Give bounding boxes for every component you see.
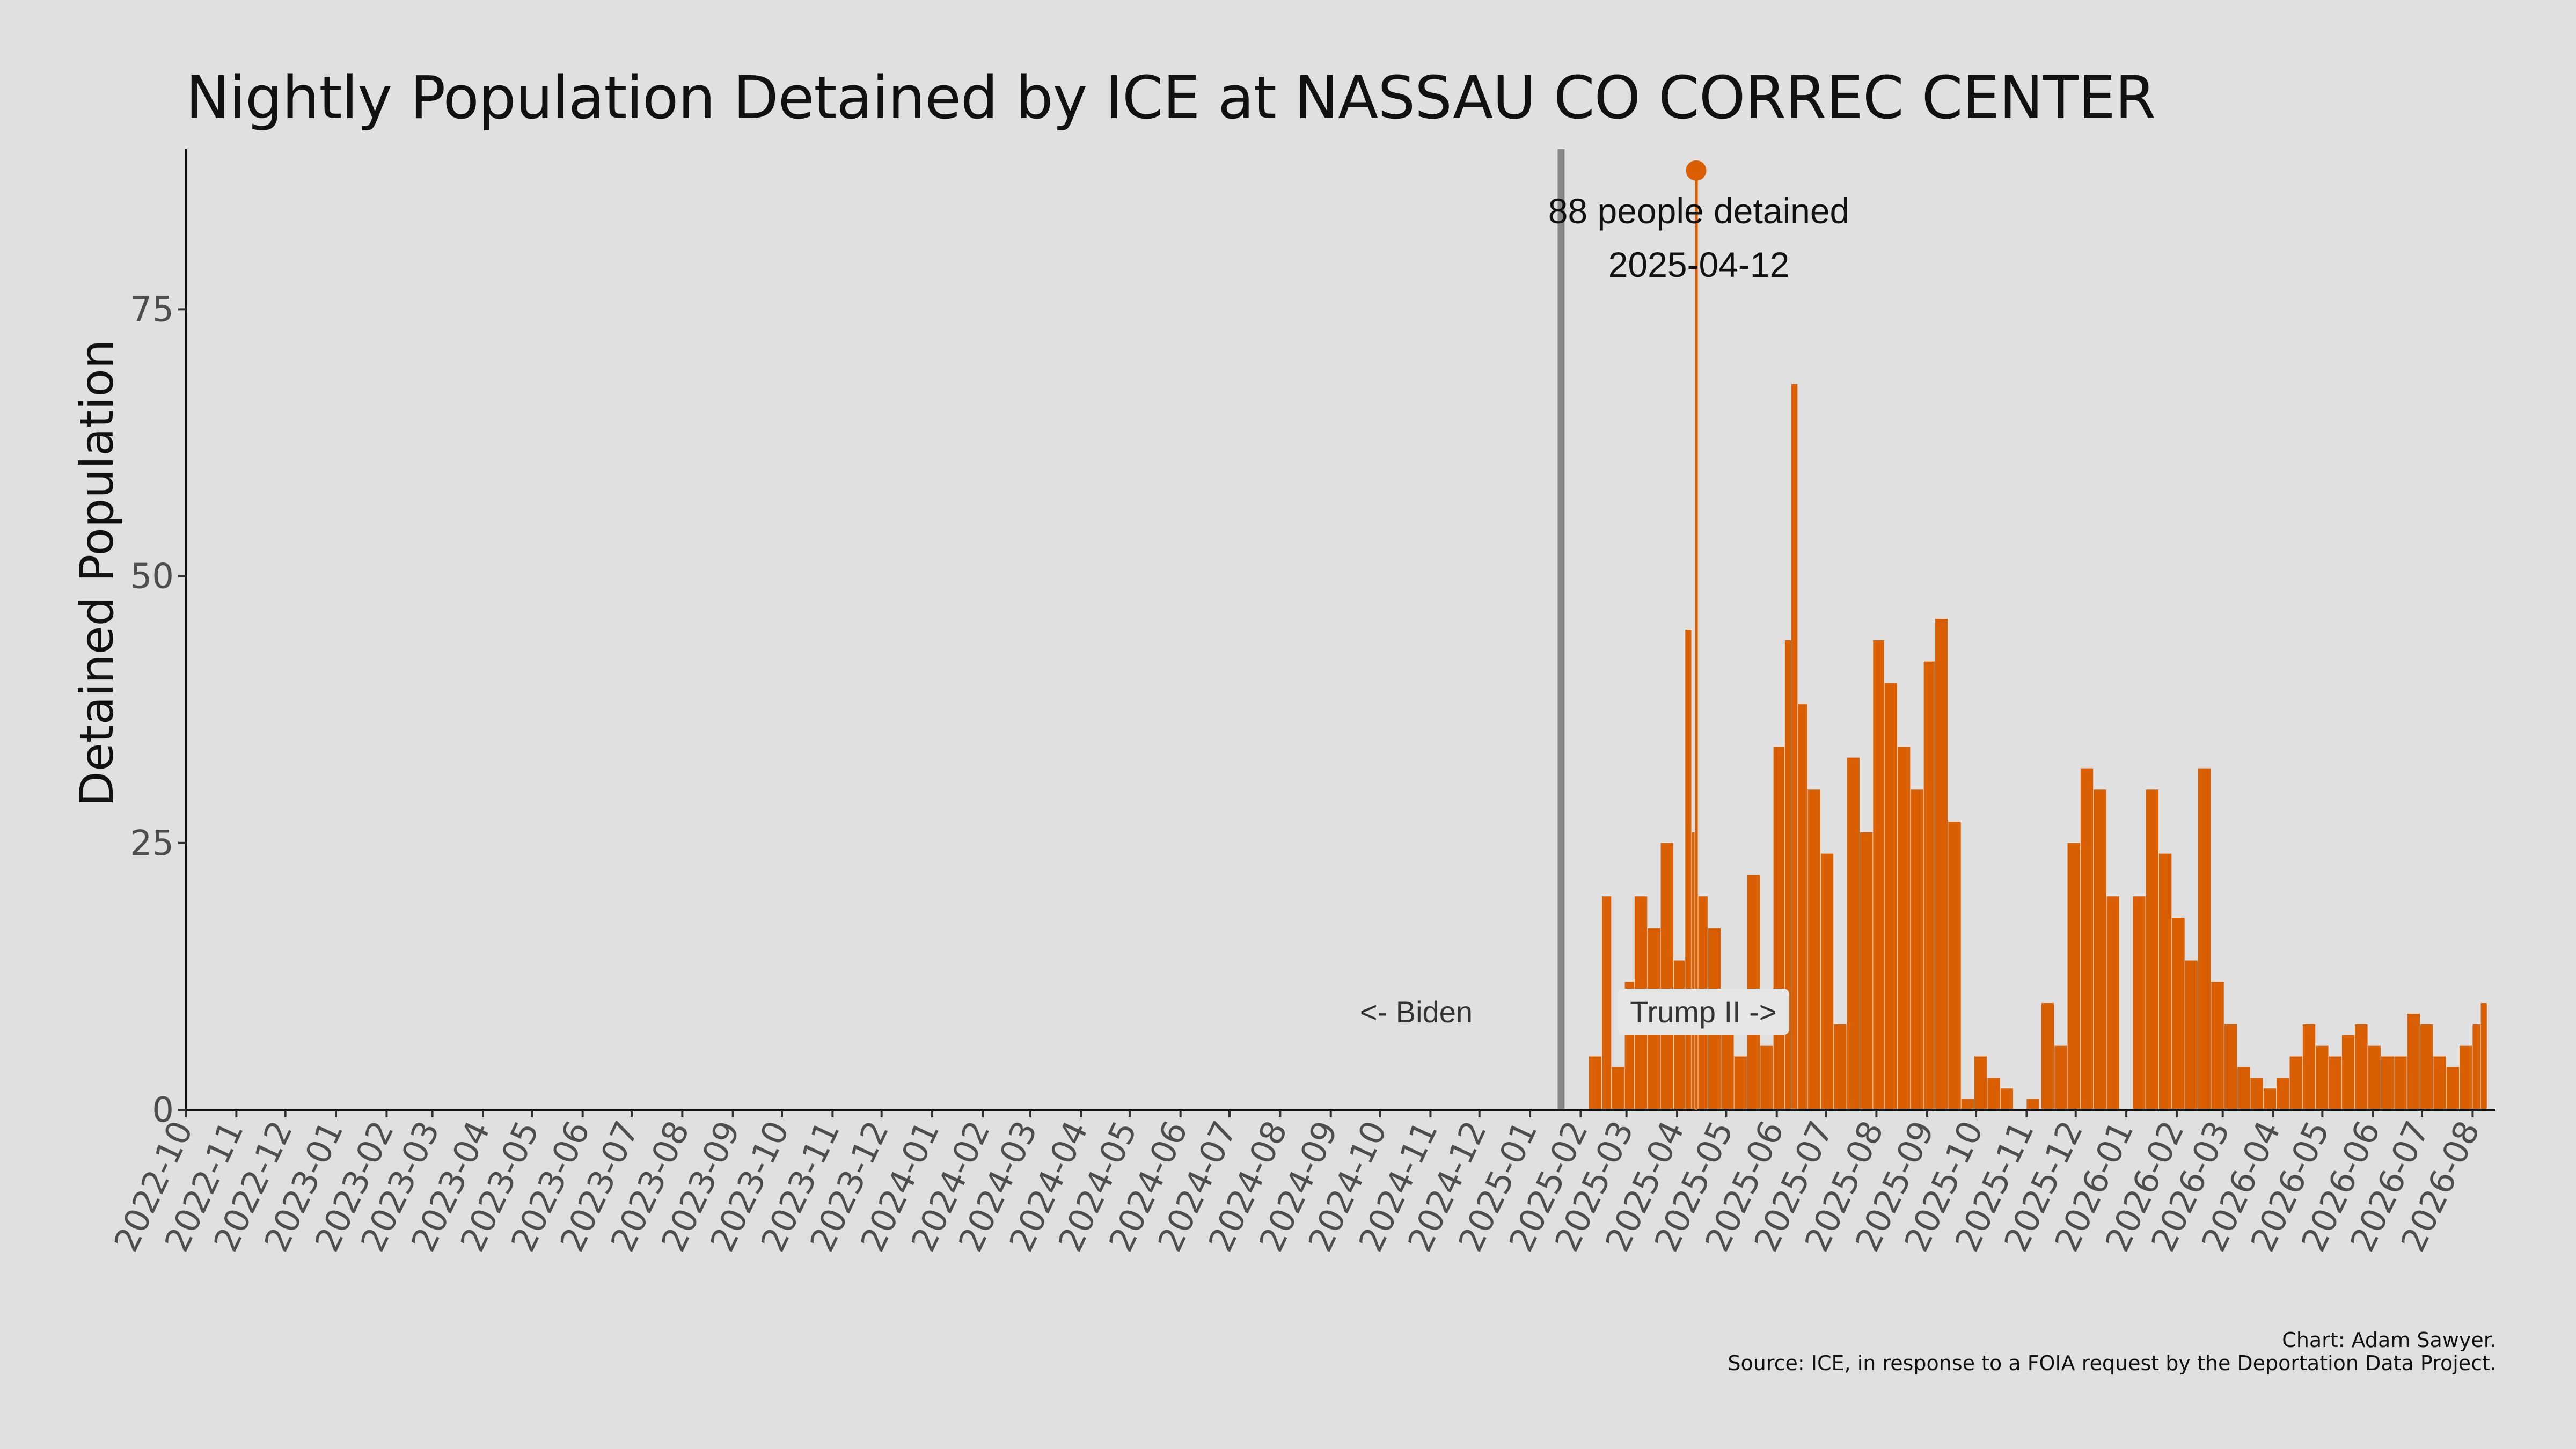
chart-credit: Chart: Adam Sawyer. [2282,1328,2497,1352]
bar [2172,918,2185,1110]
bar [1734,1056,1747,1110]
bar [2302,1024,2316,1110]
bar [1935,619,1948,1110]
bar [2094,789,2106,1110]
bar [1685,630,1692,1110]
bar [1873,640,1884,1110]
y-tick-label: 25 [130,824,174,863]
bar [2237,1067,2250,1110]
bar [2041,1003,2054,1110]
bar [1847,757,1860,1110]
bar [2480,1003,2487,1110]
bar [2185,960,2198,1110]
bar [1721,1024,1734,1110]
bar [1791,384,1798,1110]
bar [2263,1088,2277,1110]
bar [1961,1099,1974,1110]
bar [1884,683,1897,1110]
bar [1911,789,1923,1110]
peak-marker [1686,160,1707,181]
bar [2289,1056,2302,1110]
bar [1948,822,1961,1110]
bar [2026,1099,2039,1110]
y-tick-label: 0 [152,1091,174,1130]
bar [2067,843,2080,1110]
chart-title: Nightly Population Detained by ICE at NA… [186,63,2156,132]
bar [2146,789,2158,1110]
bar [2460,1045,2472,1110]
y-axis-label: Detained Population [70,340,124,807]
bar [1987,1078,2000,1110]
bar [1602,896,1612,1110]
bar [2250,1078,2263,1110]
peak-annotation: 88 people detained 2025-04-12 [1548,160,1850,1110]
bar [2133,896,2146,1110]
y-tick-label: 75 [130,290,174,330]
bar [2355,1024,2368,1110]
bar [1923,661,1935,1110]
bar [2211,982,2224,1110]
bar [1798,704,1807,1110]
bar [2158,853,2172,1110]
bar [1807,789,1820,1110]
bar [2277,1078,2289,1110]
bar [1834,1024,1847,1110]
bar [2106,896,2119,1110]
y-tick-label: 50 [130,557,174,597]
bar [1773,747,1784,1110]
bar [2224,1024,2237,1110]
bar [1673,960,1685,1110]
bar [2341,1035,2355,1110]
peak-date-label: 2025-04-12 [1608,245,1790,284]
bar [2368,1045,2381,1110]
peak-value-label: 88 people detained [1548,191,1850,231]
bar [2394,1056,2407,1110]
bar [2446,1067,2460,1110]
bar [1660,843,1673,1110]
bar [1612,1067,1624,1110]
bar [1974,1056,1987,1110]
bar [2054,1045,2067,1110]
bar [1860,832,1873,1110]
bar [1784,640,1791,1110]
bar [2080,768,2094,1110]
bar [2316,1045,2329,1110]
biden-era-label: <- Biden [1360,995,1473,1029]
bar [2000,1088,2014,1110]
bar [2198,768,2211,1110]
bar [1820,853,1834,1110]
bar [1760,1045,1773,1110]
bar [2433,1056,2446,1110]
bar [1897,747,1911,1110]
x-tick-labels: 2022-102022-112022-122023-012023-022023-… [106,1110,2487,1257]
bar [2420,1024,2433,1110]
trump-era-label: Trump II -> [1630,995,1776,1029]
bar [2407,1014,2420,1110]
chart-source: Source: ICE, in response to a FOIA reque… [1728,1351,2497,1375]
bar [2472,1024,2480,1110]
bar [1589,1056,1602,1110]
bar [2381,1056,2394,1110]
y-tick-labels: 0 25 50 75 [130,290,186,1130]
bar [2329,1056,2341,1110]
bars-group [1589,170,2487,1110]
bar [1692,832,1695,1110]
trump-era-label-box [1617,989,1789,1035]
